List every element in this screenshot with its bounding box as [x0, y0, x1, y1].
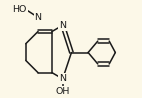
- Text: N: N: [59, 21, 66, 30]
- Text: N: N: [35, 13, 42, 22]
- Text: N: N: [59, 74, 66, 83]
- Text: HO: HO: [12, 5, 27, 14]
- Text: OH: OH: [56, 87, 70, 96]
